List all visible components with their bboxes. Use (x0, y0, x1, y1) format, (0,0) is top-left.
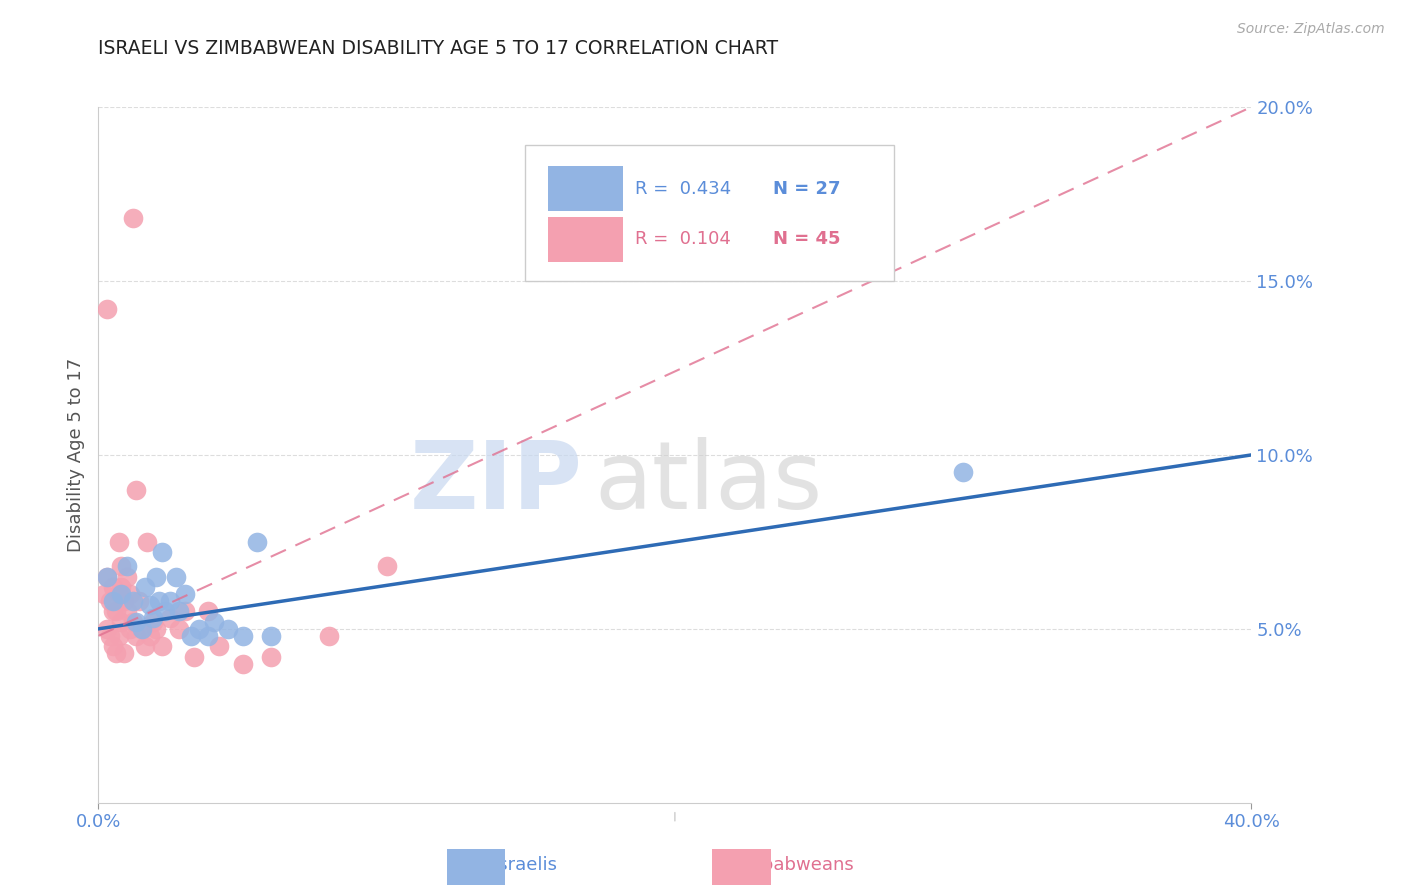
Point (101, 580, 124, 594)
FancyBboxPatch shape (524, 145, 894, 281)
Point (165, 570, 187, 584)
Point (134, 639, 156, 653)
Point (107, 534, 129, 549)
Point (110, 559, 132, 574)
Point (128, 594, 150, 608)
Point (110, 615, 132, 629)
Point (167, 622, 190, 636)
Point (101, 605, 124, 619)
Point (260, 649, 283, 664)
Point (197, 629, 219, 643)
Point (125, 629, 148, 643)
Point (117, 605, 138, 619)
FancyBboxPatch shape (548, 166, 623, 211)
Point (110, 587, 132, 601)
Y-axis label: Disability Age 5 to 17: Disability Age 5 to 17 (66, 358, 84, 552)
Point (217, 622, 239, 636)
Point (197, 605, 219, 619)
Point (208, 639, 231, 653)
Point (112, 646, 135, 660)
Point (202, 615, 225, 629)
Point (117, 570, 138, 584)
Point (98, 594, 121, 608)
Point (120, 587, 142, 601)
Point (125, 615, 148, 629)
Point (107, 629, 129, 643)
Point (125, 483, 148, 497)
Point (188, 622, 211, 636)
Point (145, 622, 167, 636)
Point (145, 570, 167, 584)
Point (122, 615, 145, 629)
Text: Israelis: Israelis (494, 856, 557, 874)
Point (112, 594, 135, 608)
Point (117, 559, 138, 574)
Text: R =  0.434: R = 0.434 (634, 180, 731, 198)
Point (318, 629, 340, 643)
Point (183, 649, 205, 664)
Point (159, 611, 181, 625)
Point (952, 466, 974, 480)
Text: N = 45: N = 45 (773, 230, 841, 248)
FancyBboxPatch shape (711, 849, 770, 885)
Point (180, 629, 202, 643)
Point (159, 594, 181, 608)
Text: ISRAELI VS ZIMBABWEAN DISABILITY AGE 5 TO 17 CORRELATION CHART: ISRAELI VS ZIMBABWEAN DISABILITY AGE 5 T… (98, 39, 779, 58)
Point (104, 646, 127, 660)
Point (101, 594, 124, 608)
Point (139, 598, 162, 612)
Point (148, 594, 170, 608)
Point (110, 580, 132, 594)
Point (150, 545, 173, 559)
Point (142, 611, 165, 625)
Point (96, 301, 118, 316)
Point (139, 629, 162, 643)
Point (246, 534, 269, 549)
Point (131, 622, 153, 636)
Point (375, 559, 398, 574)
Point (153, 605, 176, 619)
Point (150, 639, 173, 653)
Text: Source: ZipAtlas.com: Source: ZipAtlas.com (1237, 22, 1385, 37)
Text: atlas: atlas (595, 437, 823, 529)
Point (104, 605, 127, 619)
Text: Zimbabweans: Zimbabweans (727, 856, 853, 874)
Point (167, 605, 190, 619)
Point (231, 657, 254, 671)
Point (96, 570, 118, 584)
Text: R =  0.104: R = 0.104 (634, 230, 730, 248)
Text: N = 27: N = 27 (773, 180, 841, 198)
Point (231, 629, 254, 643)
Point (98, 629, 121, 643)
Point (101, 639, 124, 653)
Point (96, 622, 118, 636)
Point (120, 622, 142, 636)
Point (107, 587, 129, 601)
Point (122, 211, 145, 226)
Point (142, 615, 165, 629)
Point (260, 629, 283, 643)
FancyBboxPatch shape (447, 849, 505, 885)
Point (96, 570, 118, 584)
FancyBboxPatch shape (548, 217, 623, 262)
Point (136, 534, 159, 549)
Point (174, 587, 197, 601)
Point (122, 594, 145, 608)
Point (131, 622, 153, 636)
Text: ZIP: ZIP (409, 437, 582, 529)
Point (93, 587, 115, 601)
Point (174, 605, 197, 619)
Point (134, 580, 156, 594)
